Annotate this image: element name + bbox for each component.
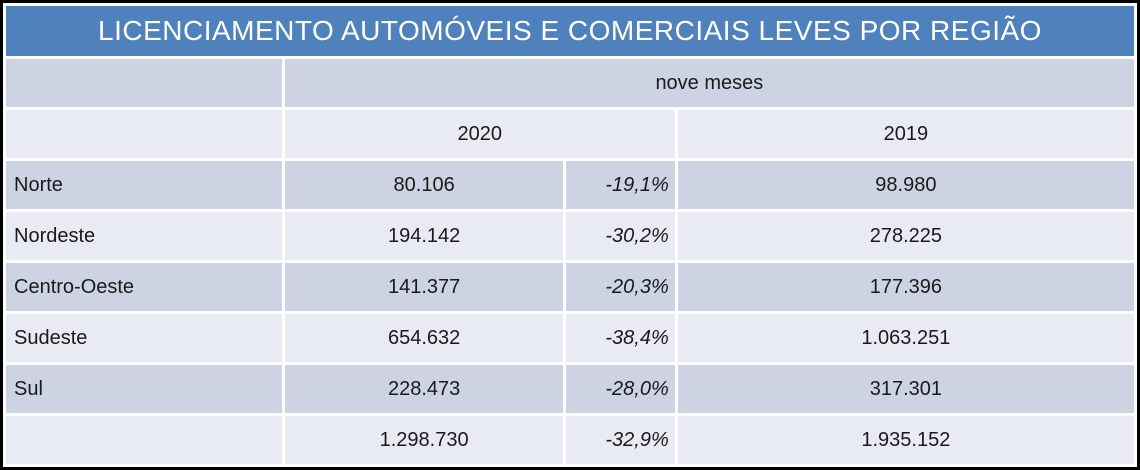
value-2019: 278.225 (677, 212, 1134, 260)
total-value-2019: 1.935.152 (677, 416, 1134, 464)
value-2020: 80.106 (284, 161, 564, 209)
change-percent: -20,3% (566, 263, 675, 311)
period-header-row: nove meses (6, 59, 1134, 107)
period-header: nove meses (284, 59, 1134, 107)
total-value-2020: 1.298.730 (284, 416, 564, 464)
licensing-table: LICENCIAMENTO AUTOMÓVEIS E COMERCIAIS LE… (3, 3, 1137, 467)
change-percent: -28,0% (566, 365, 675, 413)
region-label: Norte (6, 161, 282, 209)
region-label: Nordeste (6, 212, 282, 260)
table-row-norte: Norte 80.106 -19,1% 98.980 (6, 161, 1134, 209)
title-row: LICENCIAMENTO AUTOMÓVEIS E COMERCIAIS LE… (6, 6, 1134, 56)
empty-corner-cell (6, 59, 282, 107)
year-header-row: 2020 2019 (6, 110, 1134, 158)
value-2019: 1.063.251 (677, 314, 1134, 362)
region-label: Sul (6, 365, 282, 413)
table-row-nordeste: Nordeste 194.142 -30,2% 278.225 (6, 212, 1134, 260)
value-2020: 228.473 (284, 365, 564, 413)
table-row-sudeste: Sudeste 654.632 -38,4% 1.063.251 (6, 314, 1134, 362)
value-2020: 141.377 (284, 263, 564, 311)
total-change-percent: -32,9% (566, 416, 675, 464)
empty-cell (6, 110, 282, 158)
value-2019: 98.980 (677, 161, 1134, 209)
change-percent: -19,1% (566, 161, 675, 209)
value-2019: 177.396 (677, 263, 1134, 311)
region-label: Sudeste (6, 314, 282, 362)
empty-total-label-cell (6, 416, 282, 464)
value-2019: 317.301 (677, 365, 1134, 413)
table-row-total: 1.298.730 -32,9% 1.935.152 (6, 416, 1134, 464)
change-percent: -30,2% (566, 212, 675, 260)
value-2020: 654.632 (284, 314, 564, 362)
table-title: LICENCIAMENTO AUTOMÓVEIS E COMERCIAIS LE… (6, 6, 1134, 56)
table-row-sul: Sul 228.473 -28,0% 317.301 (6, 365, 1134, 413)
change-percent: -38,4% (566, 314, 675, 362)
value-2020: 194.142 (284, 212, 564, 260)
year-2019-header: 2019 (677, 110, 1134, 158)
table-row-centro-oeste: Centro-Oeste 141.377 -20,3% 177.396 (6, 263, 1134, 311)
region-label: Centro-Oeste (6, 263, 282, 311)
year-2020-header: 2020 (284, 110, 675, 158)
